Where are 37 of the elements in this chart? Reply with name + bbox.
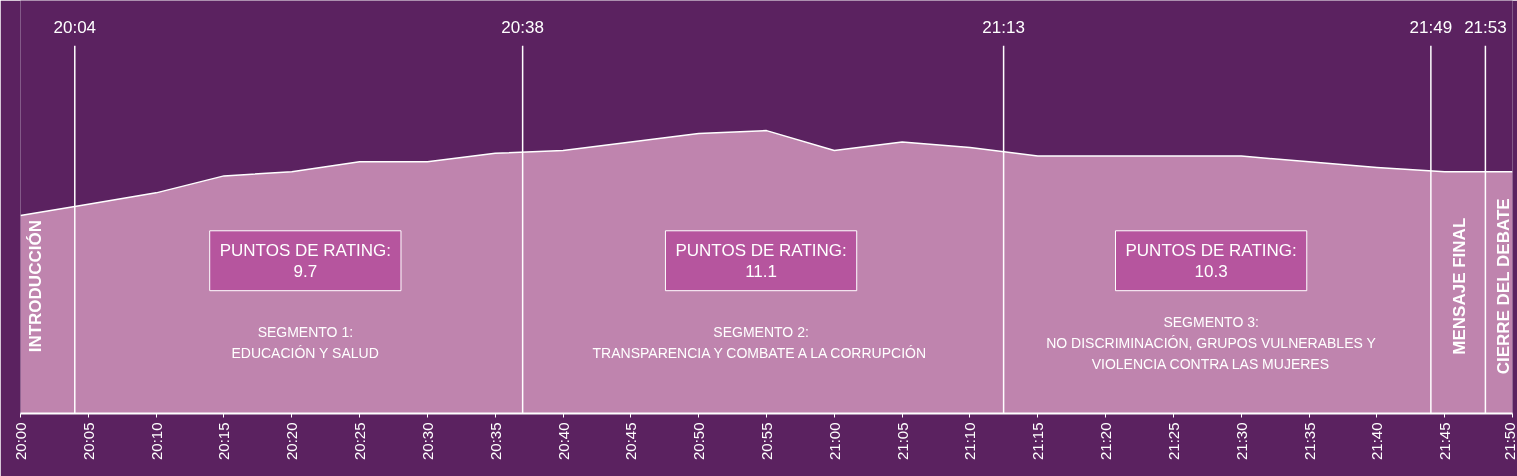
x-tick-label: 20:15 — [215, 422, 233, 461]
text: 20:04 — [53, 18, 97, 38]
annotation: SEGMENTO 2: TRANSPARENCIA Y COMBATE A LA CORRUPCIÓN — [592, 324, 927, 362]
annotation: SEGMENTO 3: NO DISCRIMINACIÓN, GRUPOS VULNERABLES Y VIOLENCIA CONTRA LAS MUJERES — [1046, 313, 1377, 372]
text: 20:38 — [501, 18, 544, 38]
text: 21:13 — [982, 18, 1025, 38]
x-tick-label: 20:00 — [12, 422, 29, 461]
x-tick-label: 20:50 — [690, 422, 708, 461]
x-tick-label: 21:40 — [1368, 422, 1386, 461]
x-tick-label: 21:45 — [1436, 422, 1454, 461]
x-tick-label: 20:40 — [554, 422, 572, 461]
x-tick-label: 21:15 — [1029, 422, 1047, 461]
x-tick-label: 20:55 — [758, 422, 776, 461]
text: 21:53 — [1464, 18, 1507, 38]
annotation: MENSAJE FINAL — [1449, 217, 1469, 355]
x-tick-label: 20:45 — [622, 422, 640, 461]
annotation: PUNTOS DE RATING: 10.3 — [1125, 240, 1297, 281]
x-tick-label: 20:35 — [486, 422, 504, 461]
x-tick-label: 21:05 — [893, 422, 911, 461]
x-tick-label: 21:35 — [1300, 422, 1318, 461]
x-tick-label: 20:25 — [351, 422, 369, 461]
annotation: PUNTOS DE RATING: 11.1 — [675, 240, 847, 281]
x-tick-label: 20:30 — [418, 422, 436, 461]
x-tick-label: 21:30 — [1232, 422, 1250, 461]
x-tick-label: 20:20 — [283, 422, 301, 461]
annotation: INTRODUCCIÓN — [25, 220, 45, 353]
annotation: CIERRE DEL DEBATE — [1493, 198, 1513, 375]
text: 21:49 — [1409, 18, 1453, 38]
x-tick-label: 21:10 — [961, 422, 979, 461]
x-tick-label: 21:20 — [1097, 422, 1115, 461]
x-tick-label: 20:10 — [147, 422, 165, 461]
x-tick-label: 21:50 — [1500, 422, 1517, 461]
annotation: SEGMENTO 1: EDUCACIÓN Y SALUD — [231, 324, 379, 362]
x-tick-label: 21:00 — [825, 422, 843, 461]
annotation: PUNTOS DE RATING: 9.7 — [219, 240, 391, 281]
x-tick-label: 21:25 — [1164, 422, 1182, 461]
x-tick-label: 20:05 — [79, 422, 97, 461]
